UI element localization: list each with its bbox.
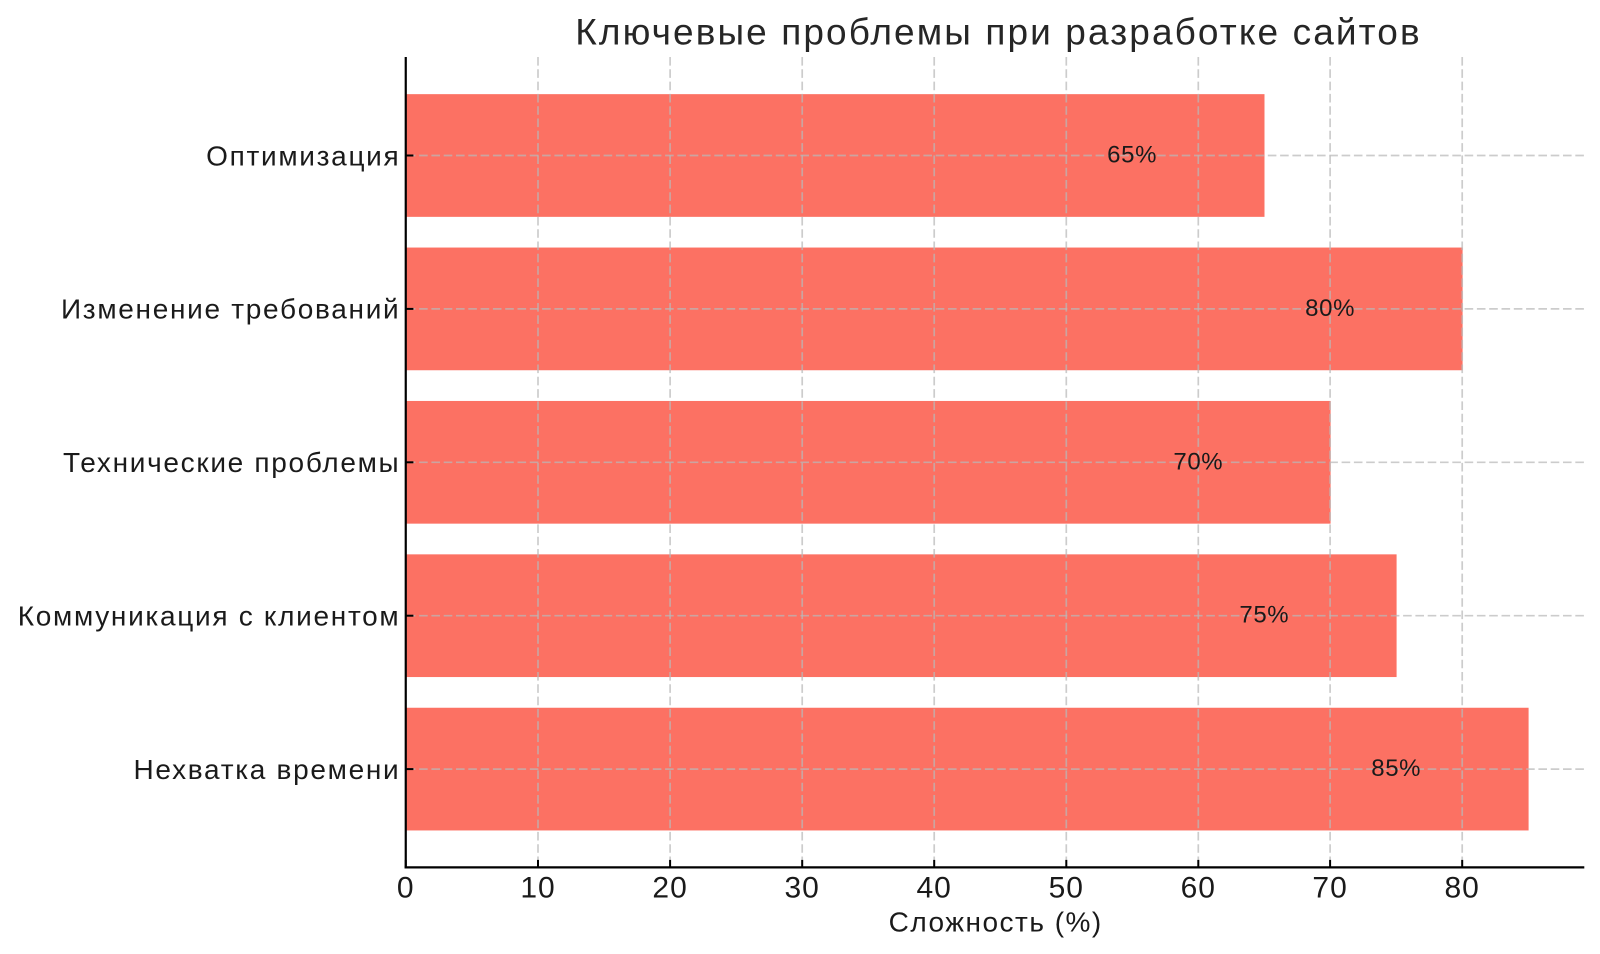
svg-text:Сложность (%): Сложность (%) <box>889 907 1103 938</box>
svg-text:0: 0 <box>397 872 415 905</box>
svg-text:60: 60 <box>1181 872 1216 905</box>
svg-text:Ключевые проблемы при разработ: Ключевые проблемы при разработке сайтов <box>575 12 1421 53</box>
svg-text:Оптимизация: Оптимизация <box>206 140 400 171</box>
svg-text:80: 80 <box>1445 872 1480 905</box>
svg-text:10: 10 <box>520 872 555 905</box>
svg-text:75%: 75% <box>1239 602 1289 629</box>
svg-text:80%: 80% <box>1305 295 1355 322</box>
svg-text:40: 40 <box>917 872 952 905</box>
svg-text:70: 70 <box>1312 872 1347 905</box>
svg-text:Коммуникация с клиентом: Коммуникация с клиентом <box>18 601 401 632</box>
svg-text:Изменение требований: Изменение требований <box>61 294 400 325</box>
svg-text:20: 20 <box>652 872 687 905</box>
svg-text:30: 30 <box>785 872 820 905</box>
svg-text:70%: 70% <box>1173 448 1223 475</box>
svg-text:85%: 85% <box>1371 755 1421 782</box>
svg-text:65%: 65% <box>1107 142 1157 169</box>
svg-text:Нехватка времени: Нехватка времени <box>134 754 401 785</box>
svg-text:50: 50 <box>1049 872 1084 905</box>
svg-text:Технические проблемы: Технические проблемы <box>63 447 400 478</box>
